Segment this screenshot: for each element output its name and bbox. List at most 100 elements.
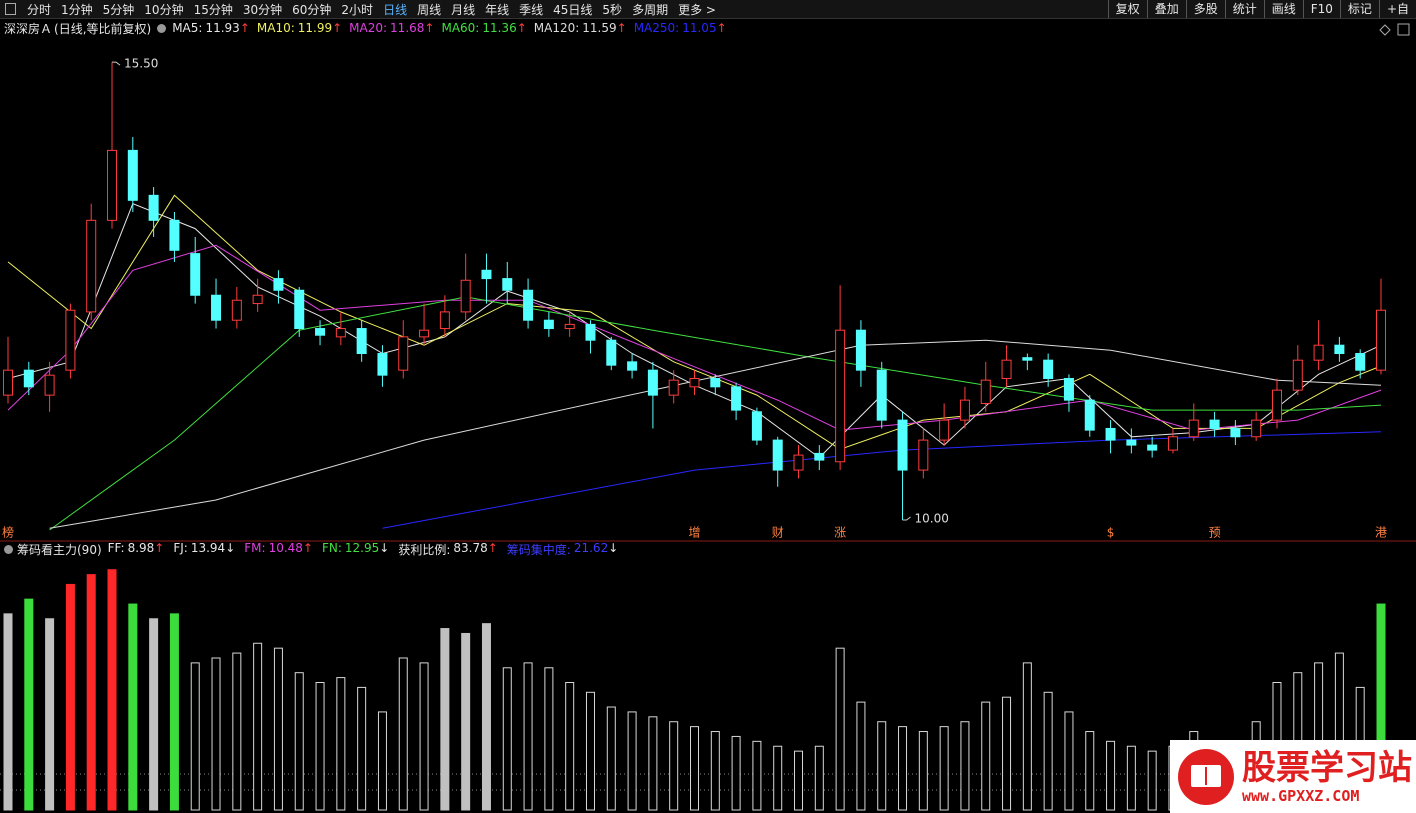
event-marker: 增 bbox=[688, 526, 700, 540]
ma-trend: ↑ bbox=[332, 21, 343, 35]
watermark-text: 股票学习站 www.GPXXZ.COM bbox=[1242, 749, 1412, 805]
candle-body bbox=[939, 419, 950, 441]
stat-trend: ↑ bbox=[487, 540, 498, 555]
period-tab[interactable]: 年线 bbox=[485, 2, 510, 17]
diamond-icon[interactable] bbox=[1379, 24, 1391, 36]
period-tab[interactable]: 2小时 bbox=[341, 2, 374, 17]
candle-body bbox=[169, 219, 180, 251]
stat-value: 10.48 bbox=[268, 540, 303, 555]
candle-body bbox=[689, 377, 700, 388]
panel-icon[interactable] bbox=[5, 3, 16, 15]
indicator-bar bbox=[710, 731, 720, 811]
indicator-bar bbox=[24, 598, 34, 811]
watermark-title: 股票学习站 bbox=[1242, 747, 1412, 788]
candle-body bbox=[419, 329, 430, 338]
stat-name: 获利比例: bbox=[398, 542, 451, 557]
candle-body bbox=[710, 377, 721, 388]
indicator-bar bbox=[107, 569, 117, 811]
candle-body bbox=[107, 149, 118, 221]
dropdown-icon[interactable] bbox=[4, 544, 13, 554]
ma-line bbox=[7, 203, 1382, 459]
candle-body bbox=[918, 439, 929, 471]
stock-name: 深深房Ａ bbox=[4, 21, 53, 36]
candle-body bbox=[1188, 419, 1199, 438]
candle-body bbox=[647, 369, 658, 396]
indicator-bar bbox=[253, 642, 263, 811]
tool-button[interactable]: 叠加 bbox=[1146, 0, 1186, 18]
period-tab[interactable]: 15分钟 bbox=[193, 2, 233, 17]
indicator-info: 筹码看主力(90) FF: 8.98 ↑ FJ: 13.94 ↓ FM: 10.48 ↑ FN: 1… bbox=[4, 541, 629, 557]
ma-value: 11.93 bbox=[205, 21, 240, 35]
ma-name: MA20: bbox=[349, 21, 388, 35]
candle-body bbox=[876, 369, 887, 421]
tool-button[interactable]: 标记 bbox=[1339, 0, 1379, 18]
candle-body bbox=[1063, 377, 1074, 401]
dropdown-icon[interactable] bbox=[157, 23, 167, 33]
indicator-bar bbox=[273, 647, 283, 811]
period-tab[interactable]: 5分钟 bbox=[102, 2, 135, 17]
candle-body bbox=[1334, 344, 1345, 355]
ma-trend: ↑ bbox=[239, 21, 250, 35]
candle-body bbox=[460, 279, 471, 313]
period-tab[interactable]: 季线 bbox=[519, 2, 544, 17]
indicator-bar bbox=[918, 731, 928, 811]
period-tab[interactable]: 更多 > bbox=[678, 2, 716, 17]
period-tab[interactable]: 45日线 bbox=[553, 2, 593, 17]
period-tab[interactable]: 5秒 bbox=[602, 2, 623, 17]
tool-button[interactable]: F10 bbox=[1302, 0, 1340, 18]
period-tab[interactable]: 60分钟 bbox=[292, 2, 332, 17]
candle-body bbox=[1126, 439, 1137, 446]
candle-body bbox=[1230, 427, 1241, 438]
candle-body bbox=[1022, 357, 1033, 361]
stat-trend: ↑ bbox=[302, 540, 313, 555]
indicator-bar bbox=[211, 657, 221, 811]
period-tab[interactable]: 日线 bbox=[383, 2, 408, 17]
ma-value: 11.99 bbox=[297, 21, 333, 35]
ma-name: MA10: bbox=[256, 21, 295, 35]
ma-trend: ↑ bbox=[616, 21, 627, 35]
tool-button[interactable]: +自 bbox=[1378, 0, 1416, 18]
ma-trend: ↑ bbox=[716, 21, 727, 35]
candle-body bbox=[1105, 427, 1116, 441]
candle-body bbox=[502, 278, 513, 291]
tool-button[interactable]: 复权 bbox=[1107, 0, 1147, 18]
candle-body bbox=[377, 353, 388, 376]
ma-value: 11.59 bbox=[582, 21, 617, 35]
candle-body bbox=[294, 289, 305, 330]
indicator-bar bbox=[648, 716, 658, 811]
indicator-bar bbox=[1064, 711, 1074, 811]
period-tab[interactable]: 周线 bbox=[417, 2, 442, 17]
candle-body bbox=[44, 374, 55, 396]
stat-name: FJ: bbox=[173, 540, 188, 555]
ma-values: MA5: 11.93 ↑ MA10: 11.99 ↑ MA20: 11.68 ↑ MA60: 11.… bbox=[172, 21, 733, 35]
event-marker: $ bbox=[1107, 526, 1115, 540]
indicator-bar bbox=[86, 574, 96, 811]
candle-body bbox=[23, 369, 34, 388]
chart-mode: (日线,等比前复权) bbox=[54, 21, 152, 36]
period-tab[interactable]: 30分钟 bbox=[242, 2, 283, 17]
indicator-bar bbox=[814, 745, 824, 811]
stat-name: FF: bbox=[107, 540, 125, 555]
indicator-bar bbox=[440, 628, 450, 811]
indicator-bar bbox=[357, 686, 367, 811]
period-tab[interactable]: 月线 bbox=[451, 2, 476, 17]
candle-body bbox=[1001, 359, 1012, 379]
stat-name: FM: bbox=[244, 540, 266, 555]
indicator-bar bbox=[690, 726, 699, 811]
period-tab[interactable]: 10分钟 bbox=[144, 2, 184, 17]
watermark-url: www.GPXXZ.COM bbox=[1242, 786, 1360, 805]
period-tab[interactable]: 多周期 bbox=[632, 2, 669, 17]
tool-button[interactable]: 统计 bbox=[1224, 0, 1264, 18]
grid-icon[interactable] bbox=[1397, 23, 1410, 36]
indicator-bar bbox=[773, 745, 783, 811]
tool-button[interactable]: 画线 bbox=[1263, 0, 1303, 18]
event-marker: 榜 bbox=[2, 525, 14, 540]
indicator-bar bbox=[898, 726, 908, 811]
tool-button[interactable]: 多股 bbox=[1185, 0, 1225, 18]
indicator-title: 筹码看主力(90) bbox=[17, 542, 102, 557]
indicator-bar bbox=[1147, 750, 1157, 811]
period-tab[interactable]: 分时 bbox=[27, 2, 52, 17]
period-tab[interactable]: 1分钟 bbox=[61, 2, 93, 17]
candle-body bbox=[231, 299, 242, 321]
